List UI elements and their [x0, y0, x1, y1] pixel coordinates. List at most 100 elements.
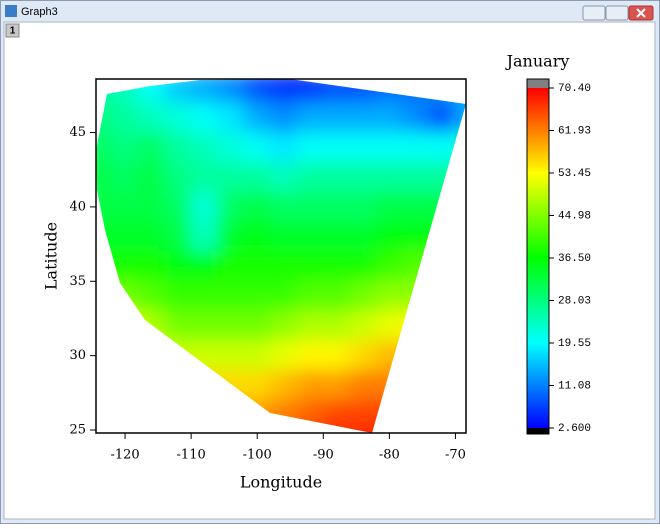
y-tick-label: 40	[69, 199, 86, 214]
contour-cell	[243, 221, 271, 253]
contour-cell	[164, 161, 192, 193]
contour-cell	[269, 221, 298, 253]
contour-cell	[375, 191, 404, 223]
plot-frame	[95, 78, 467, 434]
contour-cell	[137, 161, 166, 193]
contour-cell	[269, 79, 298, 104]
contour-cell	[217, 132, 245, 163]
contour-cell	[137, 280, 166, 312]
contour-cell	[243, 191, 271, 223]
contour-cell	[243, 161, 271, 193]
contour-cell	[454, 102, 466, 134]
contour-cell	[296, 340, 324, 372]
contour-cell	[269, 370, 298, 401]
contour-cell	[111, 102, 139, 134]
x-tick-label: -110	[177, 448, 206, 463]
contour-cell	[111, 132, 139, 163]
contour-cell	[217, 191, 245, 223]
colorbar-under	[527, 428, 549, 434]
contour-cell	[137, 251, 166, 282]
contour-cell	[190, 280, 219, 312]
contour-cell	[402, 221, 430, 253]
colorbar-title: January	[505, 52, 570, 71]
contour-cell	[217, 251, 245, 282]
contour-cell	[296, 161, 324, 193]
contour-cell	[269, 310, 298, 342]
colorbar-tick-label: 28.03	[558, 295, 591, 307]
contour-cell	[243, 132, 271, 163]
contour-cell	[190, 221, 219, 253]
contour-cell	[296, 370, 324, 401]
contour-cell	[375, 251, 404, 282]
colorbar-tick-label: 11.08	[558, 380, 591, 392]
contour-cell	[296, 310, 324, 342]
colorbar-tick-label: 53.45	[558, 168, 591, 180]
contour-cell	[243, 280, 271, 312]
colorbar-over	[527, 79, 549, 88]
x-tick-label: -100	[243, 448, 272, 463]
x-axis-label: Longitude	[240, 473, 322, 492]
colorbar-tick-label: 61.93	[558, 125, 591, 137]
contour-cell	[296, 102, 324, 134]
contour-cell	[296, 132, 324, 163]
contour-cell	[375, 280, 404, 312]
contour-cell	[269, 340, 298, 372]
contour-cell	[269, 191, 298, 223]
contour-cell	[190, 132, 219, 163]
contour-cell	[375, 221, 404, 253]
window-icon	[5, 5, 17, 17]
contour-cell	[190, 79, 219, 104]
contour-cell	[190, 102, 219, 134]
contour-cell	[164, 102, 192, 134]
contour-cell	[217, 310, 245, 342]
contour-cell	[164, 310, 192, 342]
contour-cell	[349, 102, 377, 134]
y-tick-label: 30	[69, 348, 86, 363]
minimize-button[interactable]	[582, 5, 606, 21]
contour-cell	[269, 280, 298, 312]
contour-cell	[217, 79, 245, 104]
contour-cell	[137, 132, 166, 163]
contour-cell	[243, 340, 271, 372]
contour-cell	[269, 251, 298, 282]
y-tick-label: 45	[69, 125, 86, 140]
window-title: Graph3	[21, 6, 58, 18]
contour-cell	[349, 191, 377, 223]
contour-cell	[349, 310, 377, 342]
layer-tab[interactable]	[5, 23, 20, 38]
contour-cell	[349, 399, 377, 431]
contour-cell	[375, 132, 404, 163]
contour-cell	[137, 102, 166, 134]
close-icon	[636, 8, 646, 18]
contour-cells	[96, 79, 466, 433]
axes: -120 -110 -100 -90 -80 -70 25 30 35 40 45	[69, 125, 465, 462]
contour-cell	[243, 79, 271, 104]
contour-cell	[111, 221, 139, 253]
contour-cell	[375, 161, 404, 193]
contour-cell	[428, 102, 456, 134]
contour-cell	[322, 310, 351, 342]
x-tick-label: -90	[313, 448, 334, 463]
contour-cell	[243, 251, 271, 282]
contour-cell	[349, 221, 377, 253]
contour-cell	[402, 161, 430, 193]
contour-cell	[217, 280, 245, 312]
contour-cell	[96, 132, 113, 163]
contour-cell	[190, 251, 219, 282]
contour-cell	[296, 191, 324, 223]
contour-cell	[349, 161, 377, 193]
colorbar-tick-label: 2.600	[558, 423, 591, 435]
contour-cell	[375, 310, 404, 342]
contour-cell	[322, 340, 351, 372]
restore-button[interactable]	[605, 5, 629, 21]
colorbar-tick-label: 36.50	[558, 253, 591, 265]
y-tick-label: 25	[69, 423, 86, 438]
contour-cell	[111, 161, 139, 193]
contour-cell	[322, 102, 351, 134]
contour-cell	[217, 340, 245, 372]
contour-cell	[269, 161, 298, 193]
contour-cell	[190, 191, 219, 223]
contour-cell	[349, 251, 377, 282]
contour-cell	[269, 102, 298, 134]
